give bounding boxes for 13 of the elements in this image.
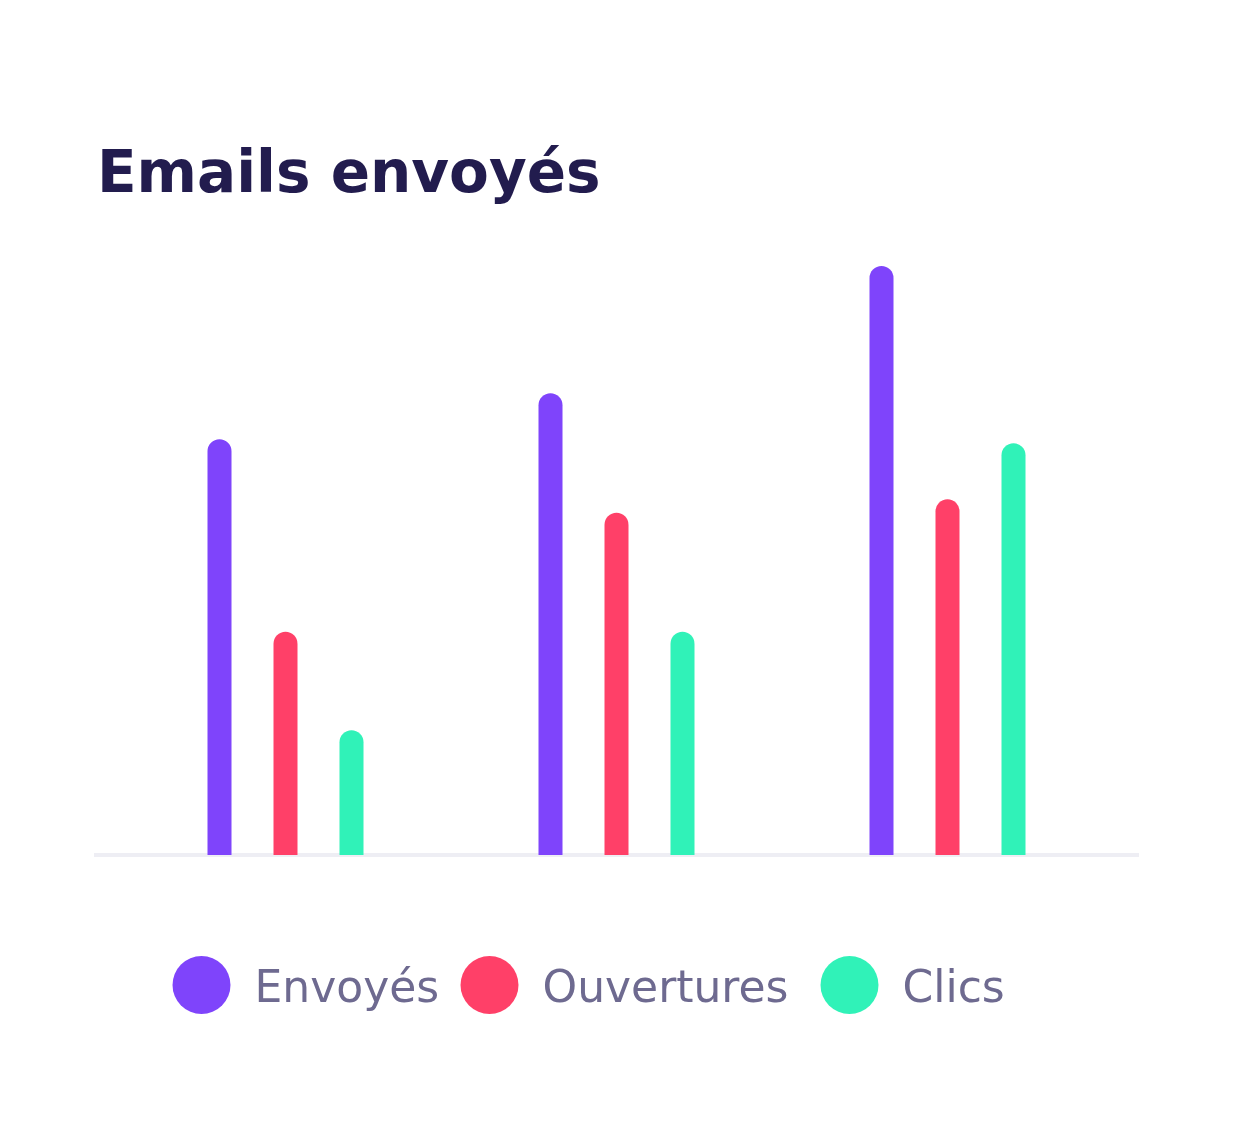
bar	[339, 730, 364, 855]
bar	[273, 631, 298, 855]
bar	[538, 393, 563, 855]
bar	[670, 631, 695, 855]
bar	[869, 266, 894, 855]
bar	[207, 439, 232, 855]
bar	[935, 499, 960, 855]
chart-title: Emails envoyés	[97, 138, 601, 206]
legend-label: Ouvertures	[542, 961, 789, 1012]
bar	[604, 512, 629, 855]
legend-label: Clics	[902, 961, 1005, 1012]
bar	[1001, 443, 1026, 855]
legend-label: Envoyés	[254, 961, 440, 1012]
